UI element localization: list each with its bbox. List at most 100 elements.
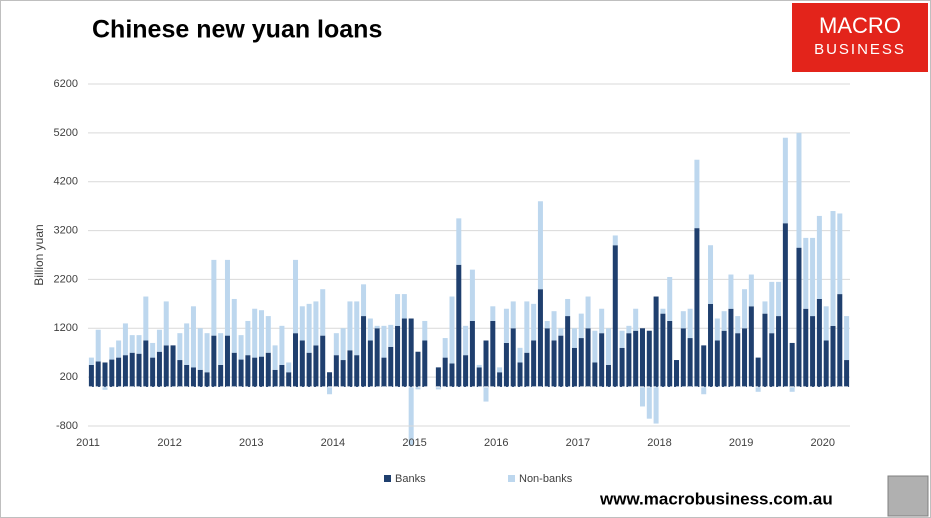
bar <box>803 308 809 387</box>
bar <box>252 357 258 387</box>
bar <box>680 328 686 387</box>
legend-label: Non-banks <box>519 473 573 485</box>
bar <box>667 320 673 387</box>
y-tick-label: 6200 <box>54 78 78 90</box>
bar <box>156 351 162 387</box>
bar <box>585 296 591 329</box>
x-tick-label: 2011 <box>76 437 100 449</box>
bar <box>694 159 700 229</box>
bar <box>776 316 782 387</box>
bar <box>633 308 639 331</box>
bar <box>748 274 754 307</box>
bar <box>762 301 768 314</box>
bar <box>830 211 836 326</box>
bar <box>313 345 319 387</box>
bar <box>116 340 122 358</box>
bar <box>197 328 203 370</box>
bar <box>810 316 816 387</box>
bar <box>395 325 401 387</box>
bar <box>755 386 761 392</box>
legend-swatch <box>508 475 515 482</box>
bar <box>789 386 795 392</box>
bar <box>653 386 659 424</box>
bar <box>701 345 707 387</box>
bar <box>626 333 632 387</box>
bar <box>558 328 564 336</box>
bar <box>585 328 591 387</box>
bar <box>361 284 367 317</box>
bar <box>102 386 108 390</box>
bar <box>769 281 775 334</box>
bar <box>415 386 421 390</box>
bar <box>612 245 618 387</box>
bar <box>776 281 782 317</box>
bar <box>714 340 720 387</box>
bar <box>578 313 584 339</box>
bar <box>844 316 850 361</box>
bar <box>122 323 128 356</box>
bar <box>245 355 251 387</box>
bar <box>136 335 142 354</box>
bar <box>395 294 401 326</box>
bar <box>374 325 380 329</box>
y-axis-label: Billion yuan <box>32 224 46 285</box>
bar <box>286 372 292 387</box>
bar <box>592 330 598 363</box>
bar <box>367 340 373 387</box>
bar <box>381 325 387 358</box>
bar <box>177 333 183 361</box>
bar <box>816 215 822 299</box>
bar <box>537 201 543 290</box>
bar <box>639 386 645 407</box>
bar <box>687 338 693 387</box>
bar <box>190 367 196 387</box>
bar <box>456 218 462 265</box>
bar <box>456 264 462 387</box>
bar <box>680 311 686 329</box>
bar <box>612 235 618 246</box>
bar <box>721 311 727 331</box>
x-tick-label: 2019 <box>729 437 753 449</box>
bar <box>735 316 741 334</box>
y-tick-label: 4200 <box>54 176 78 188</box>
bar <box>524 352 530 387</box>
bar <box>143 296 149 341</box>
bar <box>327 372 333 387</box>
bar <box>170 345 176 387</box>
bar <box>408 318 414 387</box>
bar <box>701 386 707 395</box>
bar <box>742 289 748 329</box>
bar <box>660 313 666 387</box>
bar <box>245 320 251 356</box>
bar <box>510 301 516 329</box>
bar <box>742 328 748 387</box>
bar <box>816 298 822 387</box>
bar <box>109 359 115 387</box>
bar <box>769 333 775 387</box>
x-tick-label: 2016 <box>484 437 508 449</box>
bar <box>789 342 795 387</box>
bar <box>755 357 761 387</box>
y-tick-label: 1200 <box>54 322 78 334</box>
bar <box>136 353 142 387</box>
bar <box>150 342 156 358</box>
bar <box>272 345 278 370</box>
bar <box>531 303 537 341</box>
bar <box>463 325 469 356</box>
bar <box>258 310 264 357</box>
bar <box>803 237 809 309</box>
bar <box>231 298 237 353</box>
bar <box>258 356 264 387</box>
bar <box>238 359 244 387</box>
bar <box>231 352 237 387</box>
x-tick-label: 2013 <box>239 437 263 449</box>
bar <box>218 333 224 365</box>
bar <box>129 335 135 353</box>
bar <box>633 330 639 387</box>
bar <box>388 346 394 387</box>
bar <box>565 316 571 387</box>
bar <box>714 318 720 341</box>
bar <box>837 294 843 387</box>
bar <box>646 330 652 387</box>
